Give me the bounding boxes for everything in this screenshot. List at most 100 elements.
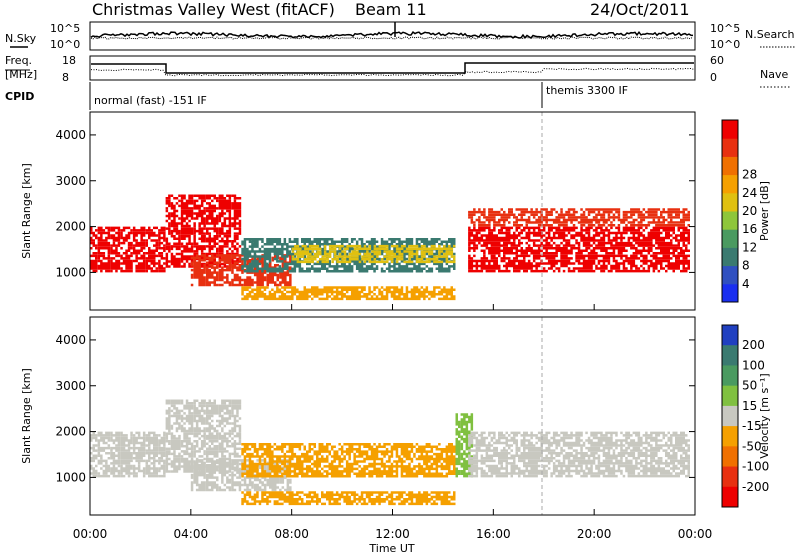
- beam-title: Beam 11: [355, 0, 427, 19]
- power-cbar-tick-1: 8: [742, 259, 750, 273]
- velocity-region-0: [90, 431, 166, 478]
- power-region-7: [468, 208, 690, 227]
- xtick-label-5: 20:00: [577, 527, 612, 541]
- power-region-cells-1: [165, 194, 242, 268]
- velocity-cbar-swatch-6: [722, 446, 738, 468]
- velocity-region-cells-1: [165, 399, 242, 473]
- power-region-0: [90, 226, 166, 273]
- power-panel: 1000 2000 3000 4000 Slant Range [km] 4 8 12 16…: [20, 111, 771, 311]
- power-cbar-tick-2: 12: [742, 240, 757, 254]
- nave-tick-top: 60: [710, 54, 724, 67]
- velocity-region-6: [468, 431, 690, 478]
- nsearch-line: [90, 36, 694, 40]
- velocity-cbar-tick-1: 100: [742, 358, 765, 372]
- velocity-ytick-label-2: 3000: [55, 379, 86, 393]
- power-cbar-swatch-4: [722, 211, 738, 230]
- cpid-label: CPID: [5, 90, 34, 103]
- velocity-cbar-swatch-8: [722, 486, 738, 508]
- noise-tick-top-right: 10^5: [710, 22, 740, 35]
- power-cbar-tick-5: 24: [742, 186, 757, 200]
- power-cbar-swatch-0: [722, 283, 738, 303]
- velocity-region-cells-3: [241, 443, 456, 478]
- power-ytick-label-2: 3000: [55, 174, 86, 188]
- power-cbar-tick-3: 16: [742, 222, 757, 236]
- cpid-mode-1: normal (fast) -151 IF: [94, 94, 207, 107]
- velocity-cbar-tick-5: -50: [742, 439, 762, 453]
- power-region-cells-4: [291, 244, 456, 264]
- noise-tick-top-left: 10^5: [50, 22, 80, 35]
- cpid-mode-2: themis 3300 IF: [546, 84, 628, 97]
- freq-line: [91, 62, 694, 74]
- velocity-cbar-label: Velocity [m s⁻¹]: [758, 373, 771, 458]
- velocity-cbar-swatch-1: [722, 345, 738, 366]
- xtick-label-6: 00:00: [678, 527, 713, 541]
- velocity-region-cells-6: [468, 431, 690, 478]
- date-title: 24/Oct/2011: [590, 0, 690, 19]
- velocity-cbar-tick-6: -100: [742, 460, 769, 474]
- power-cbar-swatch-9: [722, 120, 738, 139]
- power-ytick-label-3: 4000: [55, 128, 86, 142]
- noise-tick-bottom-right: 10^0: [710, 38, 740, 51]
- power-cbar-frame: [721, 119, 739, 303]
- power-region-6: [468, 226, 690, 273]
- noise-panel: N.Sky 10^5 10^0 10^5 10^0 N.Search: [5, 21, 795, 51]
- power-cbar-swatch-2: [722, 247, 738, 267]
- velocity-cbar-swatch-5: [722, 426, 738, 447]
- power-cbar-tick-0: 4: [742, 277, 750, 291]
- nsky-label: N.Sky: [5, 32, 37, 45]
- power-region-cells-0: [90, 226, 166, 273]
- xtick-label-4: 16:00: [476, 527, 511, 541]
- power-cbar-swatch-5: [722, 192, 738, 212]
- power-region-cells-5: [241, 286, 456, 301]
- velocity-cbar-tick-7: -200: [742, 480, 769, 494]
- xtick-label-0: 00:00: [73, 527, 108, 541]
- freq-panel: Freq. [MHz] 18 8 60 0 Nave: [5, 54, 790, 88]
- x-axis-label: Time UT: [368, 542, 414, 554]
- velocity-region-4: [241, 491, 456, 506]
- velocity-y-axis: 1000 2000 3000 4000: [55, 333, 695, 484]
- power-cbar-swatch-1: [722, 265, 738, 285]
- velocity-cbar-swatch-2: [722, 365, 738, 387]
- freq-tick-top: 18: [62, 54, 76, 67]
- velocity-ylabel: Slant Range [km]: [20, 368, 33, 464]
- nave-label: Nave: [760, 68, 788, 81]
- power-cbar-swatch-3: [722, 229, 738, 248]
- power-cbar-swatch-7: [722, 156, 738, 176]
- nsearch-label: N.Search: [745, 28, 795, 41]
- nave-tick-bottom: 0: [710, 71, 717, 84]
- power-region-2: [190, 254, 292, 287]
- velocity-region-3: [241, 443, 456, 478]
- xtick-label-3: 12:00: [375, 527, 410, 541]
- velocity-region-2: [190, 459, 292, 492]
- power-region-5: [241, 286, 456, 301]
- power-cbar-tick-6: 28: [742, 168, 757, 182]
- power-cbar-tick-4: 20: [742, 204, 757, 218]
- velocity-cbar-swatch-4: [722, 405, 738, 427]
- noise-tick-bottom-left: 10^0: [50, 38, 80, 51]
- power-ylabel: Slant Range [km]: [20, 163, 33, 259]
- velocity-cbar-tick-4: -15: [742, 419, 762, 433]
- velocity-cbar-swatch-7: [722, 466, 738, 488]
- velocity-region-cells-4: [241, 491, 456, 506]
- cpid-strip: CPID normal (fast) -151 IF themis 3300 I…: [5, 82, 628, 110]
- velocity-panel: 1000 2000 3000 4000 Slant Range [km] 200 100…: [20, 316, 771, 516]
- power-scatter: [90, 194, 690, 301]
- xtick-label-2: 08:00: [274, 527, 309, 541]
- power-ytick-label-0: 1000: [55, 265, 86, 279]
- station-title: Christmas Valley West (fitACF): [92, 0, 335, 19]
- velocity-cbar-swatch-3: [722, 385, 738, 407]
- power-colorbar: 4 8 12 16 20 24 28: [721, 119, 757, 303]
- velocity-cbar-frame: [721, 324, 739, 508]
- power-cbar-swatch-8: [722, 138, 738, 157]
- power-region-4: [291, 244, 456, 264]
- freq-label-1: Freq.: [5, 54, 32, 67]
- freq-tick-bottom: 8: [62, 71, 69, 84]
- time-x-axis: 00:00 04:00 08:00 12:00 16:00 20:00 00:00: [73, 304, 713, 541]
- nave-line: [90, 67, 695, 77]
- nsky-line: [90, 30, 694, 40]
- power-ytick-label-1: 2000: [55, 220, 86, 234]
- velocity-ytick-label-3: 4000: [55, 333, 86, 347]
- velocity-ytick-label-1: 2000: [55, 425, 86, 439]
- xtick-label-1: 04:00: [174, 527, 209, 541]
- power-region-cells-7: [468, 208, 690, 227]
